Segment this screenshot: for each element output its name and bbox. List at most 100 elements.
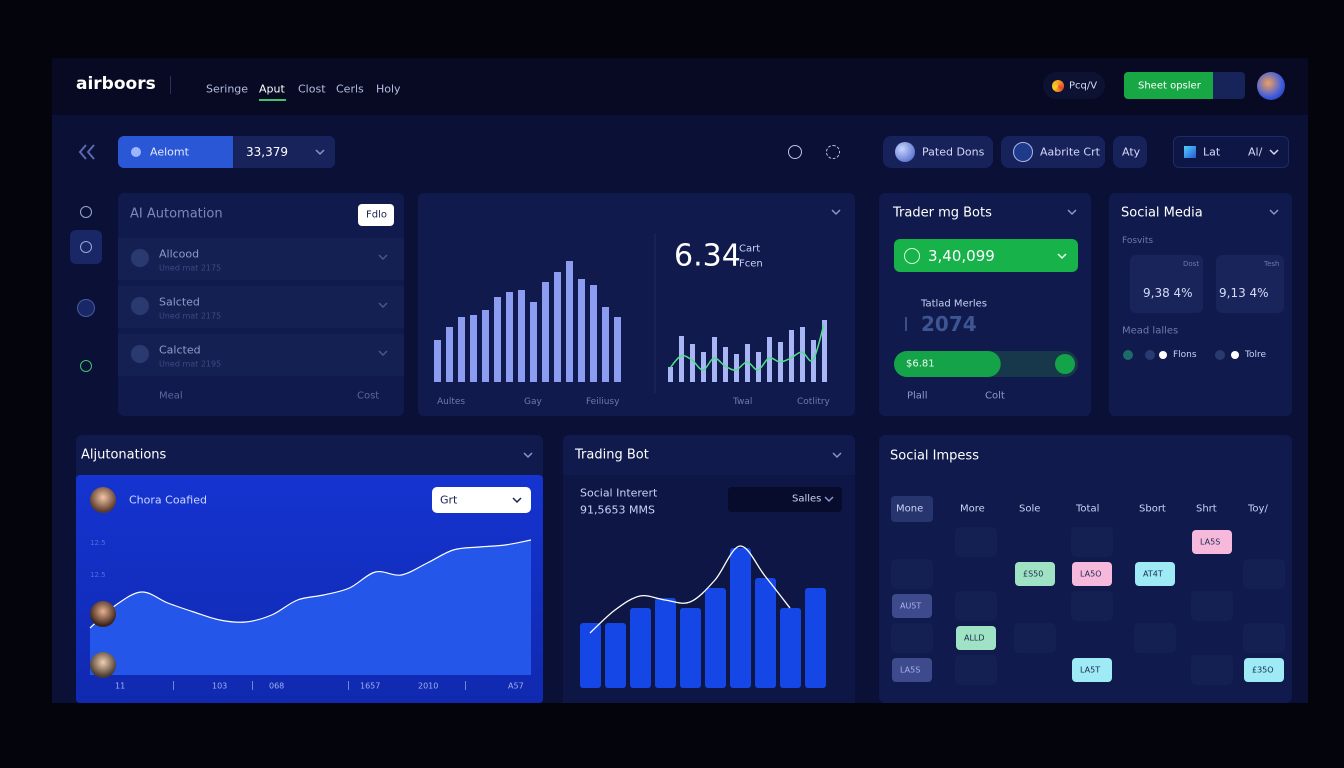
footer-item: Colt	[985, 390, 1005, 402]
bar	[780, 608, 801, 688]
metric-label: Tatlad Merles	[921, 298, 987, 310]
tag-label: £S50	[1023, 569, 1044, 579]
row-detail: Uned mat 2175	[159, 263, 222, 273]
tag	[1072, 562, 1112, 586]
sidebar-icon	[80, 206, 92, 218]
y-label: 12.5	[90, 571, 106, 579]
x-label: Cotlitry	[797, 397, 830, 407]
chevron-icon	[378, 254, 388, 261]
bar	[789, 330, 794, 382]
chevron-icon	[523, 452, 533, 459]
subtitle: Fosvits	[1122, 236, 1154, 246]
x-label: 103	[212, 681, 228, 691]
chevron-icon	[1057, 253, 1067, 260]
x-tick	[348, 681, 349, 690]
cell	[1191, 591, 1233, 621]
bar	[800, 327, 805, 382]
metric-label: Social Interert	[580, 486, 658, 500]
icon	[1145, 350, 1155, 360]
select[interactable]	[728, 487, 842, 512]
chevron-icon	[378, 302, 388, 309]
pill[interactable]	[1113, 136, 1147, 168]
legend-title: Mead lalles	[1122, 325, 1179, 337]
stat-box	[1130, 255, 1203, 313]
value-pill	[894, 239, 1078, 272]
x-tick	[252, 681, 253, 690]
select-label: Grt	[440, 493, 458, 507]
icon	[895, 142, 915, 162]
column-header: Mone	[896, 503, 924, 515]
list-row[interactable]	[118, 238, 404, 280]
bar	[470, 315, 477, 382]
column-header: Shrt	[1196, 503, 1217, 515]
tag	[892, 594, 932, 618]
chevron	[378, 254, 388, 261]
bar	[530, 302, 537, 382]
chevron	[1067, 209, 1077, 216]
x-label: Aultes	[437, 397, 466, 407]
card-title: AI Automation	[130, 206, 223, 222]
cell	[1134, 623, 1176, 653]
bar	[805, 588, 826, 688]
tag-label: AU5T	[900, 601, 922, 611]
bar	[566, 261, 573, 382]
chevron-icon	[1269, 209, 1279, 216]
avatar	[90, 652, 116, 678]
y-label: 12.5	[90, 539, 106, 547]
cell	[1191, 655, 1233, 685]
bar	[614, 317, 621, 382]
x-tick	[173, 681, 174, 690]
cell	[1243, 559, 1285, 589]
value: 3,40,099	[928, 247, 995, 265]
stat-value: 9,13 4%	[1219, 286, 1269, 300]
brand: airboors	[76, 74, 156, 94]
progress-fill	[894, 351, 1001, 377]
bar	[701, 352, 706, 382]
cell	[955, 655, 997, 685]
cell	[891, 559, 933, 589]
cell	[891, 623, 933, 653]
big-value: 6.34	[674, 238, 741, 274]
column-header: Total	[1076, 503, 1100, 515]
list-row[interactable]	[118, 286, 404, 328]
bar-chart	[580, 545, 826, 688]
bar	[680, 608, 701, 688]
progress	[894, 351, 1001, 377]
person-name: Chora Coafied	[129, 493, 207, 507]
x-label: 068	[269, 681, 285, 691]
list-row[interactable]	[118, 334, 404, 376]
cell	[1071, 527, 1113, 557]
chevron-icon	[315, 149, 325, 156]
bar	[446, 327, 453, 382]
primary-button-label: Sheet opsler	[1138, 80, 1201, 92]
x-label: Gay	[524, 397, 542, 407]
cell	[955, 591, 997, 621]
bar	[690, 344, 695, 382]
chevron	[1269, 149, 1279, 156]
area-line	[89, 539, 532, 629]
x-label: Twal	[733, 397, 753, 407]
primary-button[interactable]	[1124, 72, 1213, 99]
column-header: Sole	[1019, 503, 1041, 515]
stat-value: 9,38 4%	[1143, 286, 1193, 300]
card-button[interactable]	[358, 204, 394, 226]
tag-label: AT4T	[1143, 569, 1163, 579]
back-icon	[78, 144, 87, 160]
nav-item: Seringe	[206, 82, 249, 96]
row-name: Salcted	[159, 295, 200, 309]
chevron	[1057, 253, 1067, 260]
tag	[892, 658, 932, 682]
select-label: Aelomt	[150, 145, 189, 159]
progress-label: $6.81	[906, 358, 935, 370]
bar	[730, 548, 751, 688]
row-name: Allcood	[159, 247, 200, 261]
back-icon	[86, 144, 95, 160]
tag	[1244, 658, 1284, 682]
metric-value: 91,5653 MMS	[580, 503, 655, 517]
nav-item: Clost	[298, 82, 326, 96]
pill-label: Pated Dons	[922, 145, 985, 159]
stat-label: Tesh	[1264, 260, 1280, 268]
bar	[506, 292, 513, 382]
button-icon	[1213, 72, 1245, 99]
pill-label: Aabrite Crt	[1040, 145, 1100, 159]
